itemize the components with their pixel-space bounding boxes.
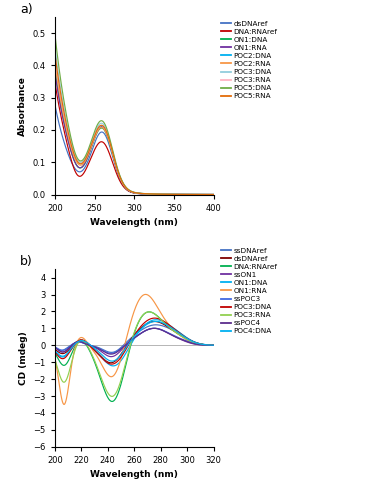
Legend: dsDNAref, DNA:RNAref, ON1:DNA, ON1:RNA, POC2:DNA, POC2:RNA, POC3:DNA, POC3:RNA, : dsDNAref, DNA:RNAref, ON1:DNA, ON1:RNA, … <box>221 20 277 99</box>
X-axis label: Wavelength (nm): Wavelength (nm) <box>90 470 178 479</box>
Text: a): a) <box>20 3 33 15</box>
Text: b): b) <box>20 255 33 268</box>
Y-axis label: Absorbance: Absorbance <box>18 76 27 136</box>
Legend: ssDNAref, dsDNAref, DNA:RNAref, ssON1, ON1:DNA, ON1:RNA, ssPOC3, POC3:DNA, POC3:: ssDNAref, dsDNAref, DNA:RNAref, ssON1, O… <box>221 247 277 334</box>
X-axis label: Wavelength (nm): Wavelength (nm) <box>90 218 178 227</box>
Y-axis label: CD (mdeg): CD (mdeg) <box>19 331 28 385</box>
